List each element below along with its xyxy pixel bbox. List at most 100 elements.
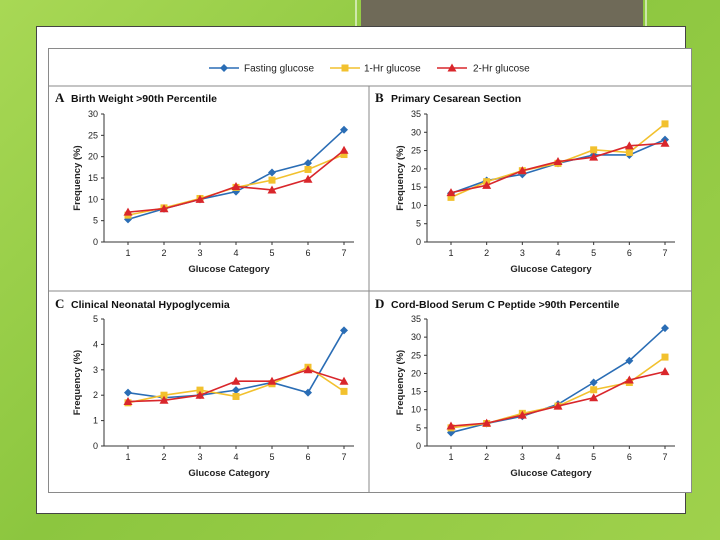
data-point	[589, 393, 599, 402]
panel-title: Primary Cesarean Section	[391, 93, 521, 105]
y-tick-label: 5	[93, 216, 98, 226]
data-point	[446, 421, 456, 430]
data-point	[231, 182, 241, 191]
y-tick-label: 30	[411, 127, 421, 137]
data-point	[447, 193, 455, 201]
data-point	[590, 146, 598, 154]
data-point	[123, 207, 133, 216]
y-tick-label: 20	[411, 368, 421, 378]
panel-letter: A	[55, 90, 65, 105]
data-point	[517, 166, 527, 175]
y-tick-label: 25	[411, 146, 421, 156]
data-point	[232, 392, 240, 400]
x-tick-label: 3	[197, 452, 202, 462]
y-tick-label: 30	[411, 332, 421, 342]
data-point	[303, 365, 313, 374]
y-tick-label: 10	[88, 194, 98, 204]
panel-title: Cord-Blood Serum C Peptide >90th Percent…	[391, 299, 620, 311]
legend-marker	[447, 63, 457, 72]
data-point	[625, 356, 634, 365]
y-tick-label: 20	[411, 164, 421, 174]
series-line	[450, 370, 666, 427]
legend-marker	[341, 64, 349, 72]
y-tick-label: 4	[93, 339, 98, 349]
data-point	[624, 141, 634, 150]
data-point	[196, 386, 204, 394]
y-tick-label: 5	[416, 219, 421, 229]
y-axis-title: Frequency (%)	[72, 350, 83, 415]
series-line	[450, 356, 666, 429]
data-point	[339, 145, 349, 154]
x-tick-label: 4	[233, 452, 238, 462]
data-point	[304, 388, 312, 397]
y-tick-label: 10	[411, 200, 421, 210]
x-tick-label: 6	[305, 248, 310, 258]
data-point	[589, 378, 598, 387]
figure-panel: Fasting glucose 1-Hr glucose 2-Hr glucose A…	[48, 48, 692, 493]
x-tick-label: 6	[627, 452, 632, 462]
decorative-line	[355, 0, 357, 40]
y-tick-label: 5	[93, 314, 98, 324]
x-tick-label: 7	[341, 248, 346, 258]
x-tick-label: 6	[627, 248, 632, 258]
data-point	[304, 159, 312, 168]
data-point	[446, 188, 456, 197]
x-tick-label: 5	[591, 452, 596, 462]
y-tick-label: 15	[411, 387, 421, 397]
y-tick-label: 10	[411, 405, 421, 415]
y-tick-label: 0	[93, 237, 98, 247]
y-tick-label: 25	[88, 130, 98, 140]
y-tick-label: 35	[411, 314, 421, 324]
panel-title: Birth Weight >90th Percentile	[71, 93, 217, 105]
y-axis-title: Frequency (%)	[72, 145, 83, 210]
x-axis-title: Glucose Category	[188, 468, 270, 479]
y-tick-label: 35	[411, 109, 421, 119]
y-tick-label: 20	[88, 152, 98, 162]
x-axis-title: Glucose Category	[510, 264, 592, 275]
legend-label: Fasting glucose	[244, 64, 314, 75]
data-point	[589, 152, 599, 161]
x-tick-label: 3	[197, 248, 202, 258]
data-point	[553, 157, 563, 166]
data-point	[231, 376, 241, 385]
x-tick-label: 1	[448, 248, 453, 258]
x-tick-label: 1	[125, 248, 130, 258]
x-tick-label: 5	[269, 452, 274, 462]
decorative-line	[645, 0, 647, 40]
data-point	[624, 375, 634, 384]
data-point	[482, 418, 492, 427]
data-point	[482, 180, 492, 189]
data-point	[304, 165, 312, 173]
data-point	[123, 397, 133, 406]
y-tick-label: 15	[88, 173, 98, 183]
data-point	[340, 387, 348, 395]
data-point	[340, 326, 348, 335]
y-tick-label: 0	[93, 441, 98, 451]
panel-letter: C	[55, 296, 64, 311]
x-tick-label: 3	[520, 248, 525, 258]
x-axis-title: Glucose Category	[510, 468, 592, 479]
data-point	[660, 138, 670, 147]
x-tick-label: 2	[161, 452, 166, 462]
panel-letter: D	[375, 296, 384, 311]
data-point	[661, 324, 669, 333]
y-axis-title: Frequency (%)	[395, 145, 406, 210]
x-tick-label: 1	[448, 452, 453, 462]
legend-label: 2-Hr glucose	[473, 64, 530, 75]
series-line	[450, 142, 666, 194]
data-point	[268, 168, 276, 177]
y-tick-label: 0	[416, 237, 421, 247]
y-tick-label: 3	[93, 365, 98, 375]
y-tick-label: 5	[416, 423, 421, 433]
x-tick-label: 2	[161, 248, 166, 258]
x-tick-label: 4	[555, 248, 560, 258]
data-point	[160, 391, 168, 399]
x-tick-label: 5	[269, 248, 274, 258]
x-tick-label: 6	[305, 452, 310, 462]
data-point	[267, 376, 277, 385]
data-point	[661, 353, 669, 361]
data-point	[124, 388, 132, 397]
data-point	[159, 395, 169, 404]
x-tick-label: 2	[484, 452, 489, 462]
y-tick-label: 25	[411, 350, 421, 360]
